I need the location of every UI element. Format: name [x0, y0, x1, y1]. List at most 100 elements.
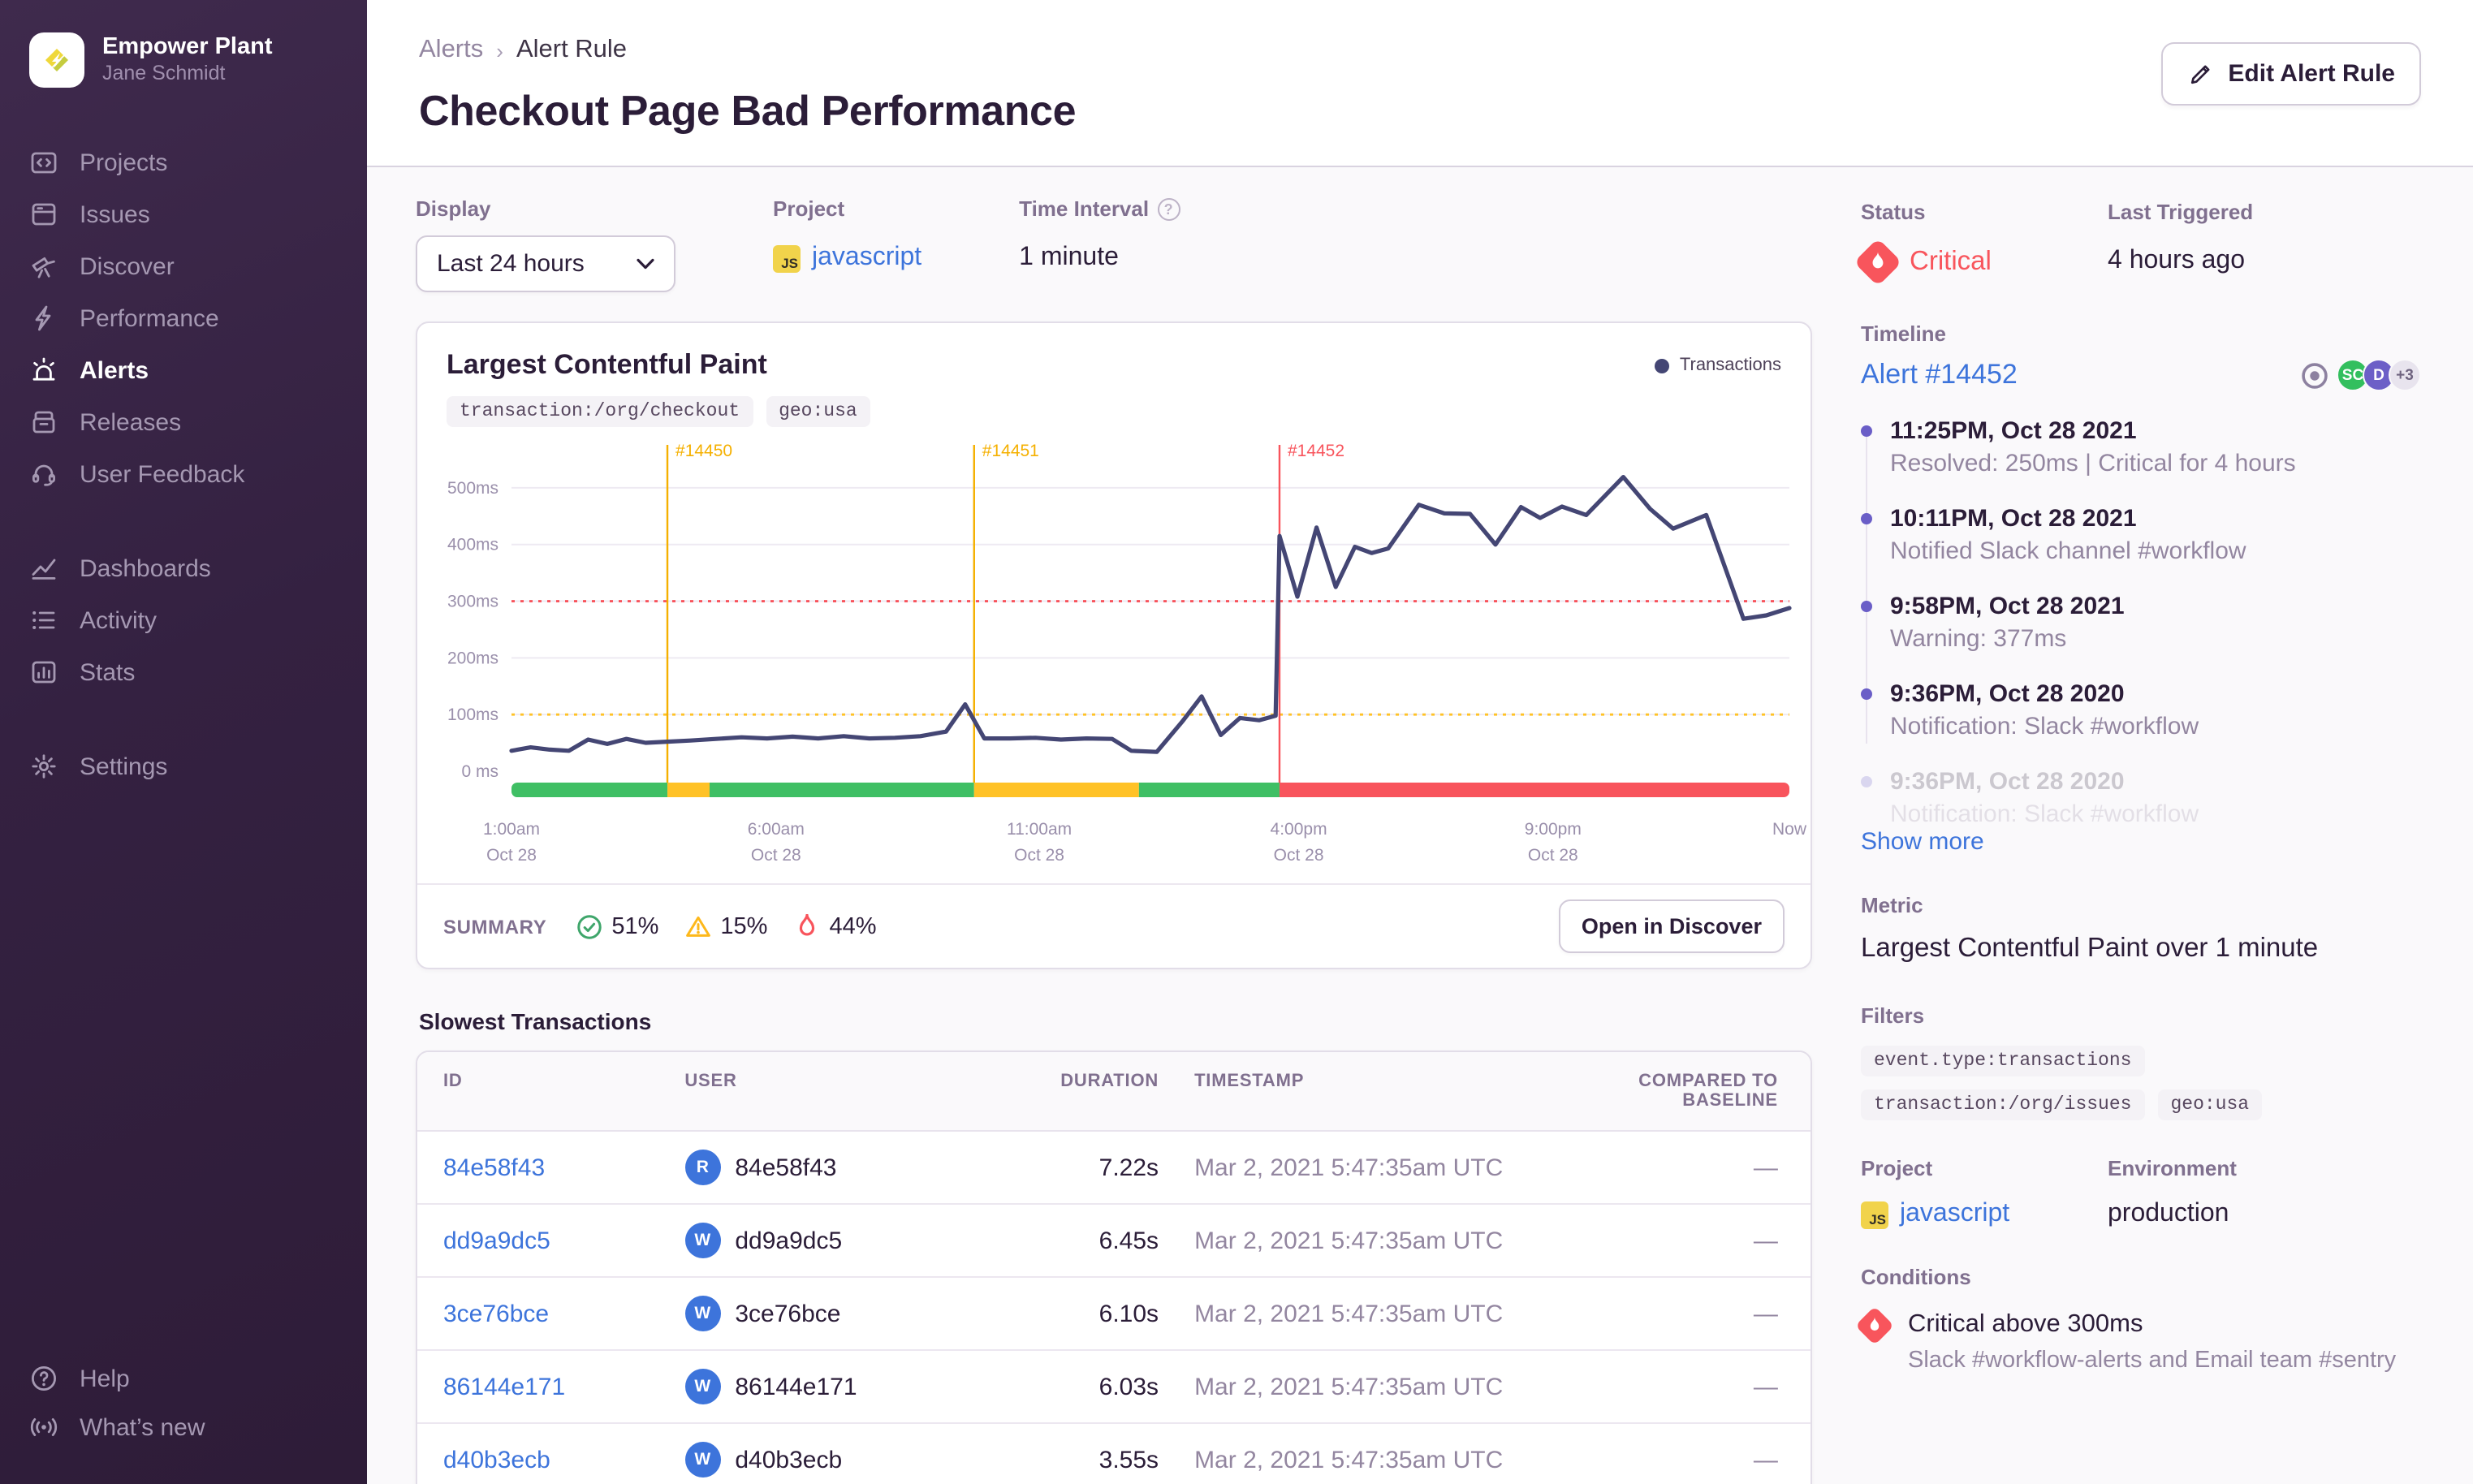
breadcrumb-alert-rule: Alert Rule: [516, 36, 628, 63]
metric-value: Largest Contentful Paint over 1 minute: [1861, 934, 2319, 963]
breadcrumb-alerts[interactable]: Alerts: [419, 36, 484, 63]
sidebar-section: Projects Issues Discover Performance Alerts R…: [0, 136, 367, 500]
alert-id-link[interactable]: Alert #14452: [1861, 359, 2018, 390]
sidebar-item-stats[interactable]: Stats: [0, 646, 367, 698]
sidebar-item-label: Help: [80, 1365, 130, 1392]
sidebar-item-performance[interactable]: Performance: [0, 292, 367, 344]
transaction-id-link[interactable]: 86144e171: [443, 1373, 566, 1400]
participant-avatars: SC D +3: [2337, 359, 2421, 391]
svg-text:200ms: 200ms: [447, 649, 498, 667]
projects-icon: [29, 148, 58, 177]
baseline-cell: —: [1753, 1446, 1778, 1473]
sidebar-item-projects[interactable]: Projects: [0, 136, 367, 188]
org-switcher[interactable]: Empower Plant Jane Schmidt: [0, 23, 367, 88]
transaction-id-link[interactable]: dd9a9dc5: [443, 1227, 550, 1254]
user-cell: W 86144e171: [684, 1369, 1034, 1404]
svg-text:300ms: 300ms: [447, 593, 498, 611]
baseline-cell: —: [1753, 1373, 1778, 1400]
subscribe-eye-icon[interactable]: [2299, 360, 2330, 390]
environment-value: production: [2108, 1200, 2229, 1227]
chevron-down-icon: [637, 258, 654, 270]
filter-tag: event.type:transactions: [1861, 1046, 2145, 1076]
svg-text:#14450: #14450: [675, 442, 732, 460]
chart-legend: Transactions: [1655, 356, 1781, 375]
page-title: Checkout Page Bad Performance: [419, 86, 1077, 135]
svg-text:#14451: #14451: [982, 442, 1039, 460]
lcp-line-chart: 0 ms 100ms 200ms 300ms 400ms 500ms #14450 #1445…: [447, 442, 1807, 865]
display-select[interactable]: Last 24 hours: [416, 235, 675, 292]
summary-item: 51%: [576, 913, 658, 939]
column-header: USER: [684, 1072, 737, 1091]
svg-text:100ms: 100ms: [447, 705, 498, 724]
edit-alert-rule-button[interactable]: Edit Alert Rule: [2161, 42, 2421, 106]
open-in-discover-button[interactable]: Open in Discover: [1558, 899, 1785, 953]
page-header: Alerts › Alert Rule Checkout Page Bad Pe…: [367, 0, 2473, 167]
pencil-icon: [2187, 61, 2213, 87]
transaction-id-link[interactable]: d40b3ecb: [443, 1446, 550, 1473]
table-row: 84e58f43 R 84e58f43 7.22s Mar 2, 2021 5:47:3…: [417, 1132, 1811, 1205]
legend-dot-icon: [1655, 358, 1670, 373]
event-description: Notified Slack channel #workflow: [1890, 537, 2246, 565]
activity-icon: [29, 606, 58, 635]
user-feedback-icon: [29, 459, 58, 489]
display-control: Display Last 24 hours: [416, 196, 675, 292]
sidebar-item-discover[interactable]: Discover: [0, 240, 367, 292]
timeline-label: Timeline: [1861, 321, 1947, 346]
interval-value: 1 minute: [1019, 244, 1119, 271]
svg-text:Oct 28: Oct 28: [1274, 846, 1324, 862]
critical-fire-icon: [1854, 1305, 1895, 1345]
warning-triangle-icon: [684, 913, 710, 939]
timeline-event: 9:58PM, Oct 28 2021 Warning: 377ms: [1861, 593, 2421, 653]
condition-title: Critical above 300ms: [1908, 1310, 2143, 1338]
sidebar-item-settings[interactable]: Settings: [0, 740, 367, 792]
baseline-cell: —: [1753, 1227, 1778, 1254]
svg-text:6:00am: 6:00am: [748, 820, 805, 839]
sidebar-item-label: Stats: [80, 658, 136, 686]
svg-text:1:00am: 1:00am: [483, 820, 540, 839]
user-cell: W 3ce76bce: [684, 1296, 1034, 1331]
sidebar-item-label: Releases: [80, 408, 182, 436]
sidebar-item-label: Discover: [80, 252, 175, 280]
svg-text:Now: Now: [1772, 820, 1807, 839]
sidebar-section: Dashboards Activity Stats: [0, 542, 367, 698]
chart-tag: transaction:/org/checkout: [447, 396, 753, 427]
transaction-id-link[interactable]: 3ce76bce: [443, 1300, 550, 1327]
show-more-link[interactable]: Show more: [1861, 828, 1984, 856]
sidebar-item-activity[interactable]: Activity: [0, 594, 367, 646]
legend-label: Transactions: [1679, 356, 1781, 375]
sidebar-item-label: Issues: [80, 201, 150, 228]
sidebar-section: Settings: [0, 740, 367, 792]
transaction-id-link[interactable]: 84e58f43: [443, 1154, 546, 1181]
interval-label: Time Interval: [1019, 196, 1150, 221]
timeline-dot-icon: [1861, 425, 1872, 437]
sidebar-item-dashboards[interactable]: Dashboards: [0, 542, 367, 594]
filter-tag: transaction:/org/issues: [1861, 1089, 2145, 1120]
javascript-platform-icon: JS: [773, 244, 801, 272]
event-description: Notification: Slack #workflow: [1890, 800, 2199, 828]
sidebar-item-issues[interactable]: Issues: [0, 188, 367, 240]
breadcrumb: Alerts › Alert Rule: [419, 36, 2421, 65]
sidebar-item-user-feedback[interactable]: User Feedback: [0, 448, 367, 500]
project-label-detail: Project: [1861, 1156, 1933, 1180]
sidebar-item-releases[interactable]: Releases: [0, 396, 367, 448]
dashboards-icon: [29, 554, 58, 583]
releases-icon: [29, 408, 58, 437]
timeline-dot-icon: [1861, 601, 1872, 612]
svg-text:Oct 28: Oct 28: [486, 846, 537, 862]
project-link-detail[interactable]: javascript: [1900, 1200, 2010, 1227]
sidebar-item-help[interactable]: Help: [0, 1354, 367, 1403]
project-link[interactable]: javascript: [812, 244, 922, 271]
help-tooltip-icon[interactable]: ?: [1157, 197, 1180, 220]
column-header: COMPARED TO BASELINE: [1638, 1072, 1778, 1111]
sidebar-item-alerts[interactable]: Alerts: [0, 344, 367, 396]
timeline-dot-icon: [1861, 513, 1872, 524]
sidebar-item-whats-new[interactable]: What’s new: [0, 1403, 367, 1452]
column-header: DURATION: [1060, 1072, 1159, 1091]
display-label: Display: [416, 196, 491, 221]
table-row: 86144e171 W 86144e171 6.03s Mar 2, 2021 5:47…: [417, 1351, 1811, 1424]
timestamp-cell: Mar 2, 2021 5:47:35am UTC: [1194, 1154, 1504, 1181]
duration-cell: 6.10s: [1098, 1300, 1159, 1327]
sidebar-item-label: Settings: [80, 753, 168, 780]
issues-icon: [29, 200, 58, 229]
